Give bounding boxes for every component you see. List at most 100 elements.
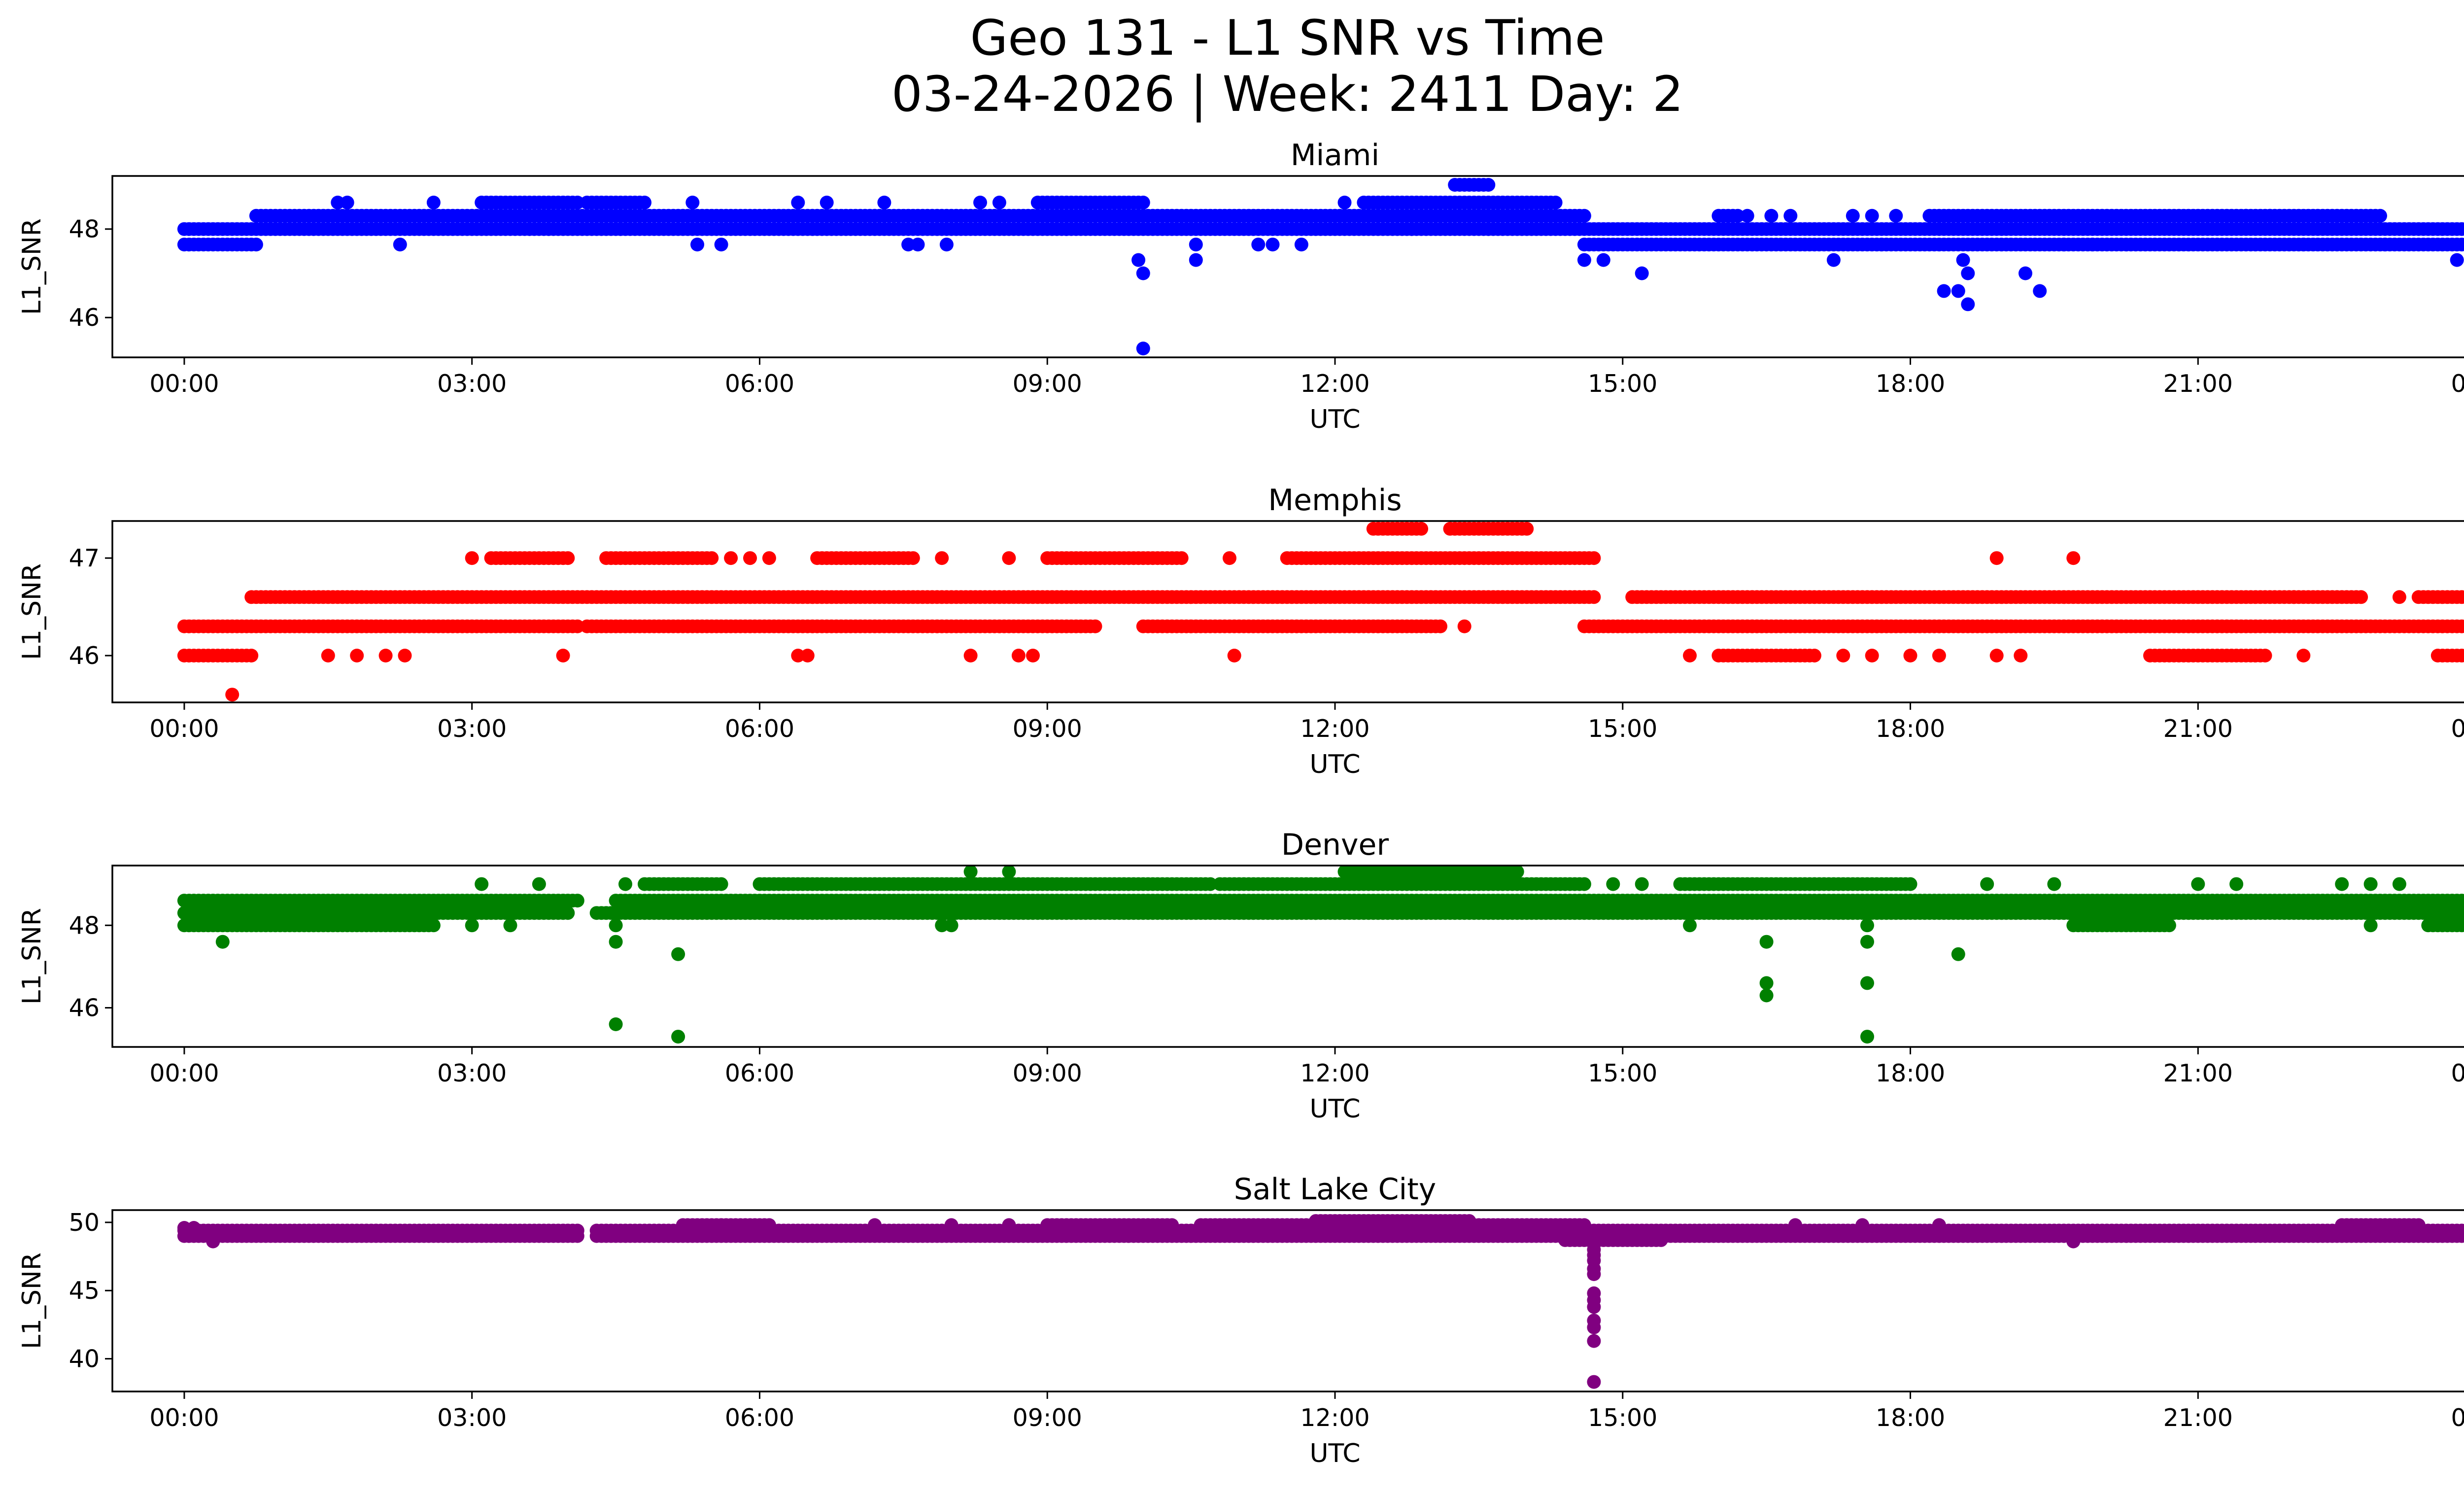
data-point (1294, 238, 1308, 252)
data-point-band2-seg1 (1731, 209, 1745, 223)
data-point (1026, 649, 1040, 662)
data-point (1860, 918, 1874, 933)
data-point (2086, 238, 2100, 252)
data-point (877, 195, 891, 209)
data-point (225, 688, 240, 702)
data-point-band3-seg0 (561, 551, 575, 565)
y-tick-label: 46 (69, 304, 100, 332)
x-tick-label: 03:00 (437, 370, 507, 398)
data-point (206, 1234, 220, 1249)
data-point-band3-seg0 (714, 877, 728, 891)
data-point (618, 877, 632, 891)
data-point (714, 238, 728, 252)
data-point (800, 649, 815, 662)
data-point-band1-seg1 (2460, 894, 2464, 907)
data-point-band1-seg0 (570, 1223, 584, 1238)
data-point (2363, 918, 2378, 933)
data-point-band2-seg2 (2373, 209, 2387, 223)
series-denver (177, 866, 2464, 1044)
data-point (393, 238, 407, 252)
x-tick-label: 21:00 (2163, 370, 2233, 398)
x-tick-label: 03:00 (437, 1059, 507, 1087)
data-point (614, 222, 628, 236)
x-axis-label: UTC (1309, 750, 1360, 779)
data-point (1251, 238, 1266, 252)
x-tick-label: 18:00 (1876, 1059, 1945, 1087)
x-tick-label: 03:00 (437, 715, 507, 743)
data-point-band2-seg2 (2460, 919, 2464, 932)
data-point (762, 551, 776, 565)
x-tick-label: 18:00 (1876, 715, 1945, 743)
x-tick-label: 09:00 (1013, 1059, 1082, 1087)
y-tick-label: 48 (69, 911, 100, 939)
data-point-band2-seg2 (2258, 649, 2272, 662)
data-point-band0-seg2 (1434, 619, 1447, 633)
data-point-band1-seg0 (1587, 590, 1601, 604)
data-point-band2-seg1 (1165, 1218, 1179, 1232)
data-point (1606, 877, 1620, 891)
data-point (2066, 551, 2081, 565)
x-tick-label: 15:00 (1588, 1059, 1657, 1087)
data-point (743, 551, 757, 565)
data-point (944, 918, 958, 933)
data-point-band2-seg0 (244, 649, 259, 662)
data-point-band1-seg0 (570, 894, 584, 908)
data-point-band0-seg3 (2460, 620, 2464, 633)
data-point (378, 649, 393, 662)
x-axis-label: UTC (1309, 1094, 1360, 1124)
data-point (992, 195, 1006, 209)
data-point-band4-seg0 (1414, 522, 1429, 536)
data-point (556, 649, 570, 662)
data-point (1481, 222, 1496, 236)
x-tick-label: 09:00 (1013, 370, 1082, 398)
data-point-band4-seg0 (1654, 1233, 1668, 1247)
data-point (426, 195, 441, 209)
data-point (2392, 590, 2406, 604)
data-point (724, 551, 738, 565)
data-point (939, 238, 954, 252)
data-point (1826, 253, 1841, 267)
data-point (2056, 238, 2071, 252)
data-point (935, 551, 949, 565)
x-tick-label: 00:00 (149, 715, 219, 743)
data-point (1136, 266, 1150, 280)
series-miami (177, 178, 2464, 355)
data-point (2263, 209, 2277, 223)
data-point-band1-seg2 (2460, 591, 2464, 604)
data-point (1989, 649, 2004, 662)
data-point (1740, 209, 1754, 223)
data-point (1635, 877, 1649, 891)
y-axis-label: L1_SNR (17, 218, 47, 315)
data-point-band0-seg1 (2460, 906, 2464, 920)
data-point (2287, 590, 2301, 604)
data-point (465, 551, 479, 565)
data-point (1309, 906, 1323, 920)
data-point (2033, 284, 2047, 298)
data-point (1635, 266, 1649, 280)
data-point (1131, 253, 1146, 267)
data-point (1961, 297, 1975, 312)
x-tick-label: 00:00 (149, 1059, 219, 1087)
data-point (215, 935, 230, 949)
data-point (820, 195, 834, 209)
data-point (1836, 649, 1850, 662)
data-point (542, 222, 556, 236)
y-tick-label: 46 (69, 994, 100, 1022)
data-point (1903, 649, 1917, 662)
x-tick-label: 18:00 (1876, 370, 1945, 398)
data-point (2450, 253, 2464, 267)
data-point (350, 649, 364, 662)
data-point-band3-seg0 (570, 195, 584, 209)
data-point (1011, 649, 1026, 662)
data-point (1457, 619, 1472, 633)
data-point (1759, 976, 1774, 990)
data-point (1404, 222, 1419, 236)
data-point-band2-seg3 (2411, 1218, 2426, 1232)
data-point (1860, 976, 1874, 990)
data-point (1989, 551, 2004, 565)
data-point-band0-seg0 (561, 906, 575, 920)
data-point-band0-seg1 (1088, 619, 1102, 633)
data-point (1189, 238, 1203, 252)
data-point (1783, 209, 1798, 223)
